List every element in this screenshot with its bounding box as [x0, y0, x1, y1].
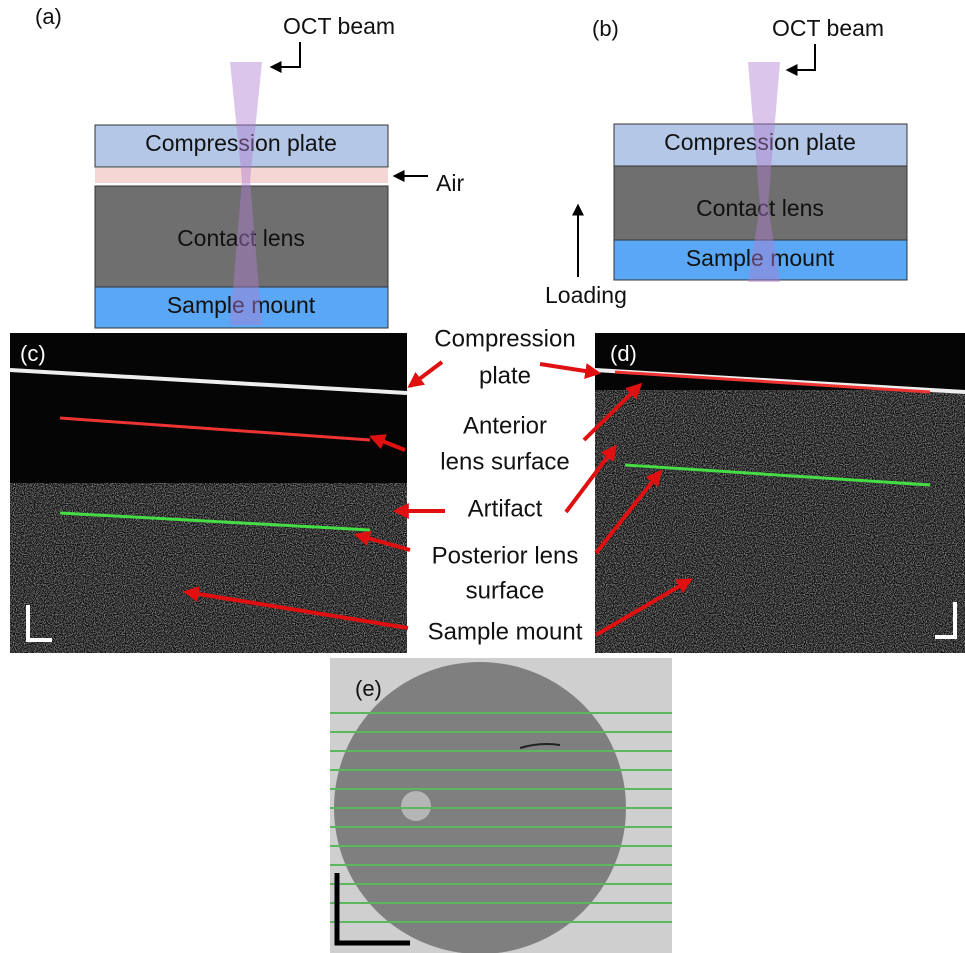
arrow	[410, 362, 442, 386]
beam-label: OCT beam	[283, 13, 395, 39]
annotation: Sample mount	[428, 618, 583, 645]
spot	[401, 791, 431, 821]
arrow	[788, 44, 815, 70]
annotation: surface	[466, 577, 545, 604]
annotation: Artifact	[468, 495, 543, 522]
panel-b: (b) Compression plate Contact lens Sampl…	[545, 15, 907, 308]
panel-e: (e)	[330, 658, 672, 953]
annotation: Compression	[434, 325, 575, 352]
arrow	[540, 364, 598, 373]
annotation: Anterior	[463, 412, 547, 439]
panel-label: (a)	[35, 4, 62, 29]
panel-label: (d)	[610, 341, 637, 366]
panel-label: (c)	[20, 341, 46, 366]
panel-label: (b)	[592, 16, 619, 41]
panel-label: (e)	[355, 676, 382, 701]
panel-c: (c)	[10, 333, 407, 653]
figure: (a) Compression plate Contact lens Sampl…	[0, 0, 965, 953]
annotation: lens surface	[440, 448, 569, 475]
beam-label: OCT beam	[772, 15, 884, 41]
panel-a: (a) Compression plate Contact lens Sampl…	[35, 4, 464, 328]
annotation: plate	[479, 362, 531, 389]
air-label: Air	[436, 170, 464, 196]
loading-label: Loading	[545, 282, 627, 308]
arrow	[272, 42, 300, 67]
annotation: Posterior lens	[432, 542, 579, 569]
